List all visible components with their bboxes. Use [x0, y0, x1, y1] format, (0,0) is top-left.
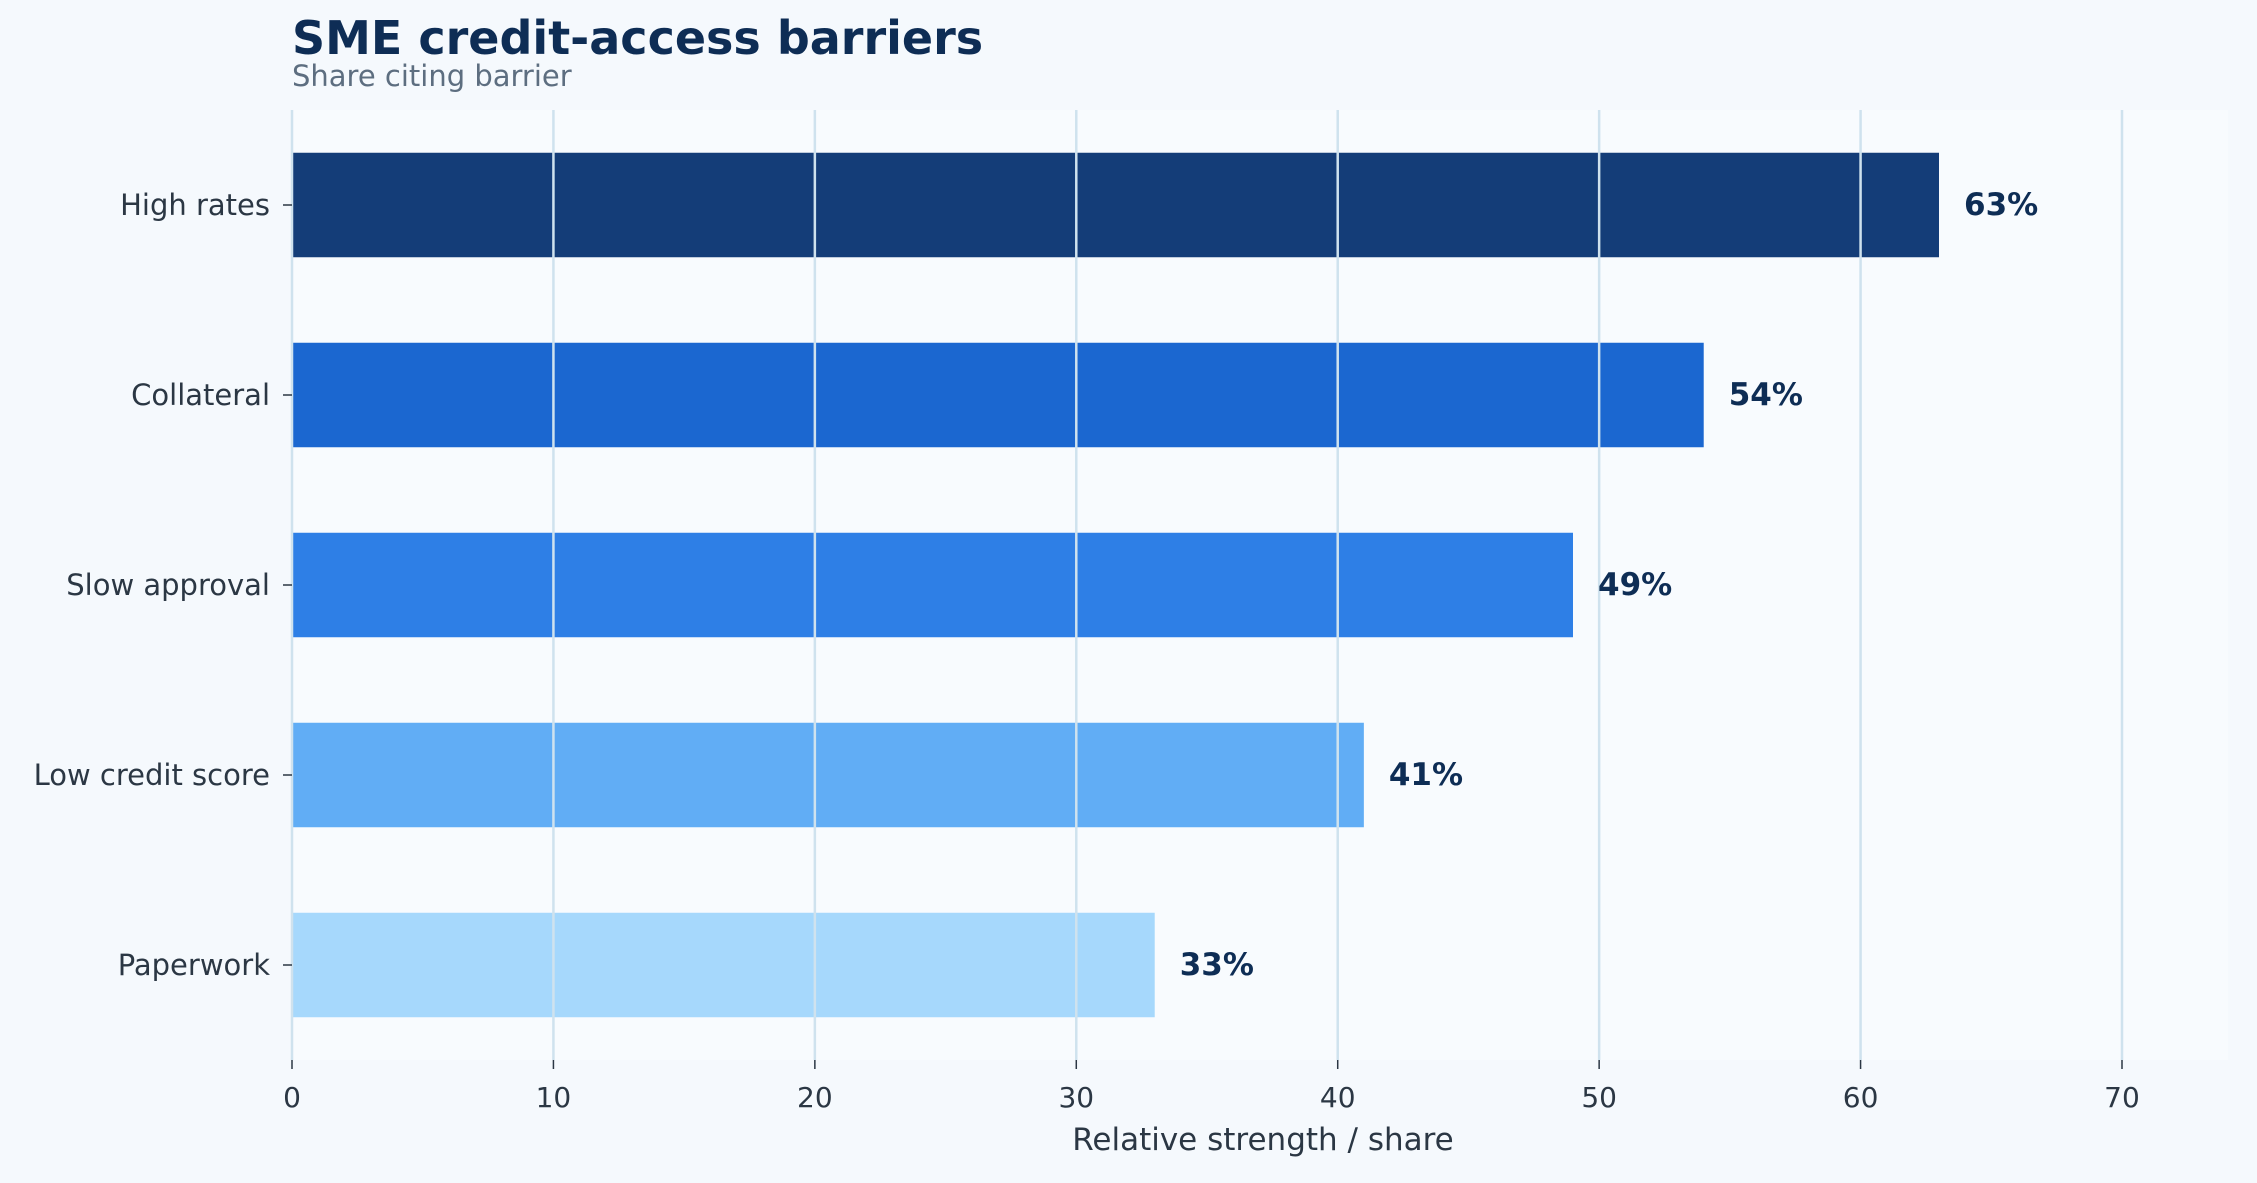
bar-paperwork	[292, 912, 1155, 1018]
x-tick-label: 30	[1058, 1081, 1094, 1114]
bar-collateral	[292, 342, 1704, 448]
bar-low-credit-score	[292, 722, 1364, 828]
y-tick-label: High rates	[120, 188, 270, 222]
x-tick-label: 20	[797, 1081, 833, 1114]
value-label: 54%	[1729, 377, 1803, 413]
x-tick-label: 50	[1581, 1081, 1617, 1114]
bar-high-rates	[292, 152, 1939, 258]
chart-subtitle: Share citing barrier	[292, 59, 572, 93]
x-axis-label: Relative strength / share	[1072, 1122, 1454, 1158]
bar-slow-approval	[292, 532, 1573, 638]
y-tick-label: Paperwork	[118, 948, 271, 982]
x-tick-label: 0	[283, 1081, 301, 1114]
y-tick-label: Collateral	[131, 378, 270, 412]
y-axis: High rates Collateral Slow approval Low cre…	[34, 188, 292, 982]
chart-title: SME credit-access barriers	[292, 11, 983, 65]
y-tick-label: Slow approval	[66, 568, 270, 602]
value-labels: 63% 54% 49% 41% 33%	[1180, 187, 2038, 983]
value-label: 63%	[1964, 187, 2038, 223]
value-label: 41%	[1389, 757, 1463, 793]
bars-layer	[292, 152, 1939, 1018]
x-tick-label: 10	[536, 1081, 572, 1114]
value-label: 49%	[1598, 567, 1672, 603]
x-tick-label: 40	[1320, 1081, 1356, 1114]
value-label: 33%	[1180, 947, 1254, 983]
x-axis: 0 10 20 30 40 50 60 70	[283, 1060, 2140, 1114]
y-tick-label: Low credit score	[34, 758, 270, 792]
x-tick-label: 70	[2104, 1081, 2140, 1114]
x-tick-label: 60	[1843, 1081, 1879, 1114]
